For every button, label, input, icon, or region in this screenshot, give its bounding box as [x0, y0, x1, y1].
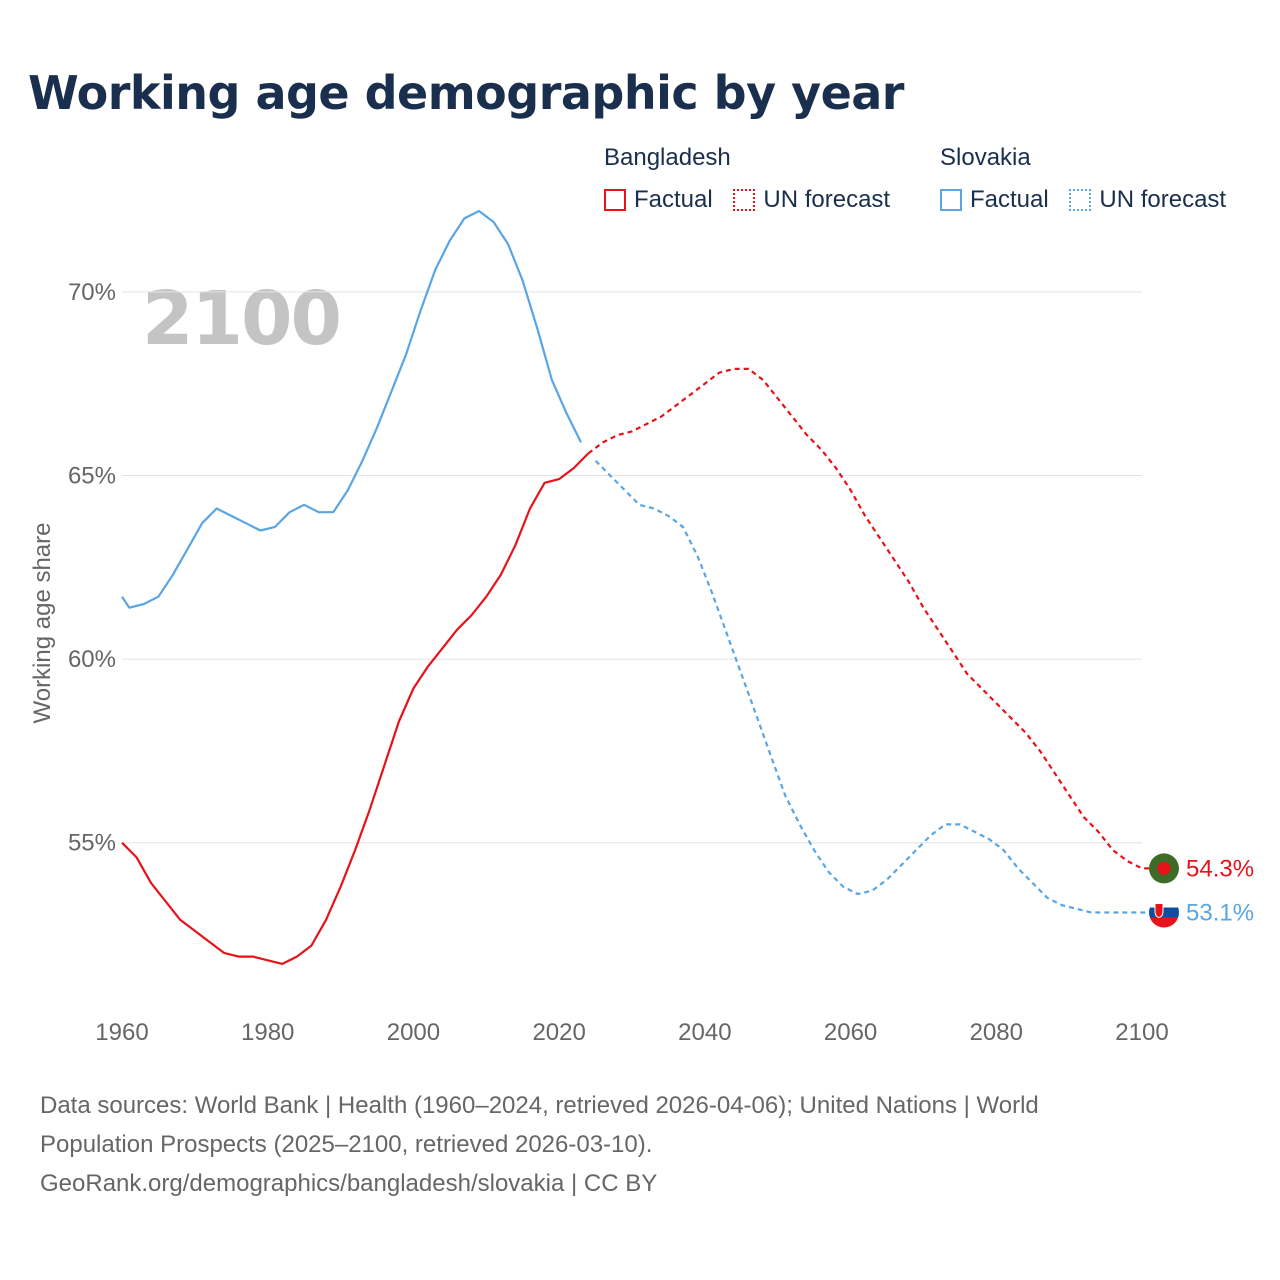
legend-label: Factual	[634, 186, 713, 213]
legend-item-slovakia-forecast[interactable]: UN forecast	[1069, 186, 1226, 214]
slovakia-flag-icon	[1149, 897, 1179, 928]
legend-group-name: Slovakia	[940, 144, 1031, 171]
legend-group-bangladesh: Bangladesh Factual UN forecast	[604, 144, 904, 218]
series-line-slovakia-factual[interactable]	[121, 209, 582, 609]
y-tick-label: 70%	[68, 279, 116, 306]
footer-sources-line1: Data sources: World Bank | Health (1960–…	[40, 1092, 1039, 1119]
footer-sources-line2: Population Prospects (2025–2100, retriev…	[40, 1131, 653, 1158]
x-tick-label: 2060	[824, 1019, 877, 1046]
legend-group-slovakia: Slovakia Factual UN forecast	[940, 144, 1240, 218]
legend-item-slovakia-factual[interactable]: Factual	[940, 186, 1049, 214]
series-line-bangladesh-factual[interactable]	[121, 452, 590, 965]
x-tick-label: 2020	[532, 1019, 585, 1046]
chart-title: Working age demographic by year	[28, 66, 905, 120]
x-tick-label: 2080	[970, 1019, 1023, 1046]
x-tick-label: 2100	[1115, 1019, 1168, 1046]
x-tick-label: 2040	[678, 1019, 731, 1046]
footer: Data sources: World Bank | Health (1960–…	[40, 1086, 1220, 1203]
year-watermark: 2100	[142, 276, 340, 362]
legend-swatch-dotted	[733, 189, 756, 211]
end-label-slovakia: 53.1%	[1186, 900, 1254, 927]
series-line-slovakia-forecast[interactable]	[594, 460, 1162, 914]
line-chart: 2100 55% 60% 65% 70% 1960 1980 2000 2020 2040 206…	[29, 209, 1254, 1046]
legend-label: UN forecast	[763, 186, 891, 213]
series-line-bangladesh-forecast[interactable]	[587, 367, 1162, 870]
legend-swatch-solid	[940, 189, 962, 211]
y-axis-label: Working age share	[29, 523, 56, 724]
x-tick-label: 1960	[95, 1019, 148, 1046]
y-tick-label: 65%	[68, 462, 116, 489]
y-tick-label: 60%	[68, 646, 116, 673]
footer-attribution: GeoRank.org/demographics/bangladesh/slov…	[40, 1170, 658, 1197]
y-tick-label: 55%	[68, 830, 116, 857]
x-tick-label: 2000	[387, 1019, 440, 1046]
legend-swatch-solid	[604, 189, 626, 211]
legend-item-bangladesh-factual[interactable]: Factual	[604, 186, 713, 214]
legend-swatch-dotted	[1069, 189, 1092, 211]
legend-item-bangladesh-forecast[interactable]: UN forecast	[733, 186, 890, 214]
legend-label: Factual	[970, 186, 1049, 213]
x-tick-label: 1980	[241, 1019, 294, 1046]
legend-group-name: Bangladesh	[604, 144, 731, 171]
bangladesh-flag-icon	[1149, 853, 1179, 884]
legend-label: UN forecast	[1099, 186, 1227, 213]
end-label-bangladesh: 54.3%	[1186, 855, 1254, 882]
